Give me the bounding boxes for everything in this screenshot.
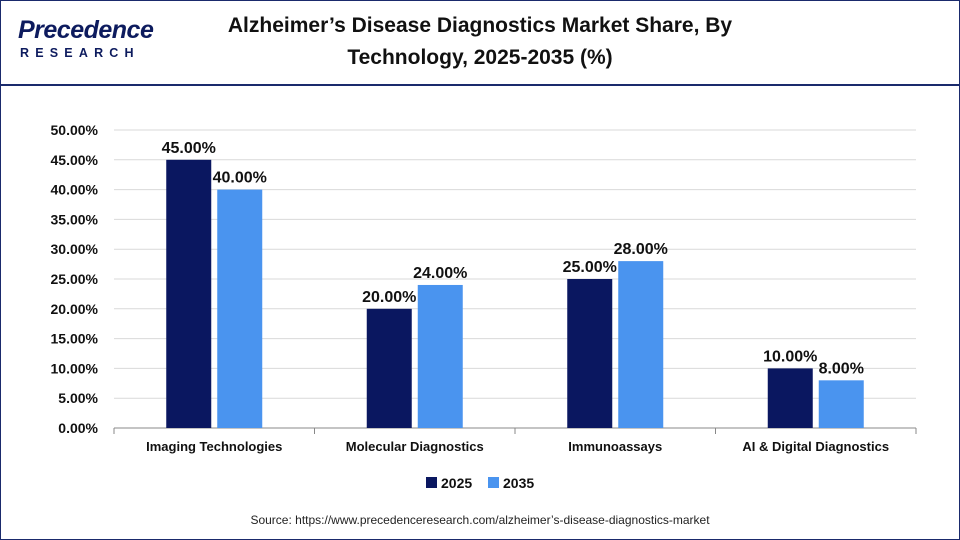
bar-2025-1 [366,308,412,428]
x-tick-label: Molecular Diagnostics [346,439,484,454]
data-label: 28.00% [614,241,668,258]
bar-2025-0 [166,159,212,429]
logo-tagline: RESEARCH [20,46,140,60]
y-tick-label: 20.00% [51,301,99,317]
bar-2035-3 [818,380,864,428]
legend-swatch-2025 [426,477,437,488]
y-tick-label: 15.00% [51,331,99,347]
y-tick-label: 5.00% [58,390,98,406]
y-tick-label: 35.00% [51,211,99,227]
x-tick-label: AI & Digital Diagnostics [742,439,889,454]
data-label: 20.00% [362,289,416,306]
chart-title-line-1: Alzheimer’s Disease Diagnostics Market S… [227,14,733,37]
bar-2035-0 [217,189,263,428]
legend-label: 2025 [441,475,472,491]
bar-2035-1 [417,284,463,428]
bar-2025-3 [767,368,813,428]
chart-title: Alzheimer’s Disease Diagnostics Market S… [200,10,760,74]
source-note: Source: https://www.precedenceresearch.c… [250,513,710,527]
y-tick-label: 10.00% [51,360,99,376]
bar-2035-2 [618,261,664,428]
y-tick-label: 40.00% [51,182,99,198]
y-tick-label: 45.00% [51,152,99,168]
data-label: 45.00% [162,140,216,157]
legend-label: 2035 [503,475,534,491]
logo-name: Precedence [18,16,154,44]
data-label: 8.00% [819,360,864,377]
y-tick-label: 25.00% [51,271,99,287]
data-label: 10.00% [763,348,817,365]
bar-chart: 0.00% 5.00% 10.00% 15.00% 20.00% 25.00% 30.00%… [51,122,917,491]
data-label: 25.00% [563,259,617,276]
x-tick-label: Imaging Technologies [146,439,282,454]
header: Precedence RESEARCH Alzheimer’s Disease … [0,0,960,86]
chart-title-line-2: Technology, 2025-2035 (%) [347,46,613,69]
y-tick-label: 0.00% [58,420,98,436]
y-tick-label: 50.00% [51,122,99,138]
legend-swatch-2035 [488,477,499,488]
x-tick-label: Immunoassays [568,439,662,454]
bar-2025-2 [567,279,613,428]
logo: Precedence RESEARCH [18,16,158,64]
data-label: 24.00% [413,265,467,282]
y-tick-label: 30.00% [51,241,99,257]
data-label: 40.00% [213,170,267,187]
